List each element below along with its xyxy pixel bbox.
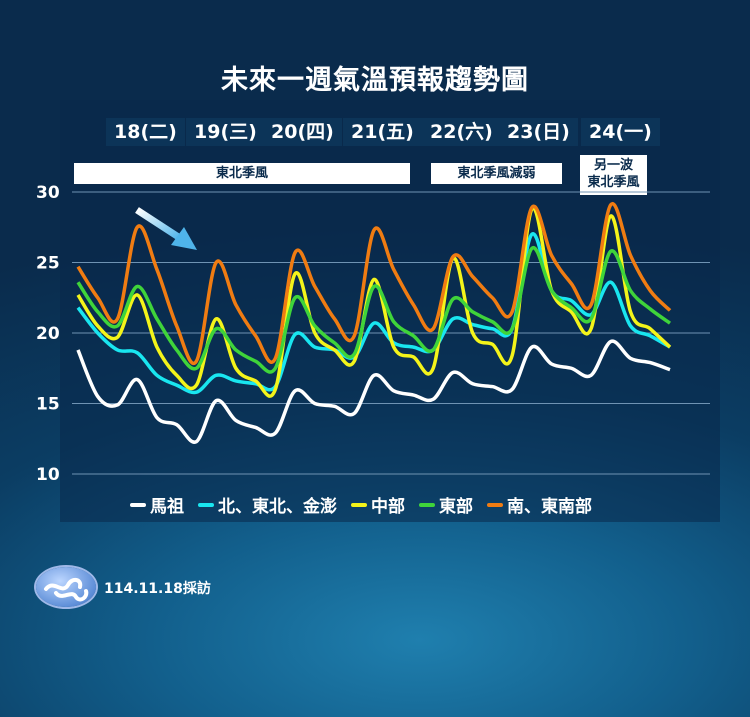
band-line: 另一波 — [593, 158, 633, 173]
day-label: 21(五) — [343, 118, 422, 146]
legend-item: 馬祖 — [130, 492, 184, 517]
day-label: 18(二) — [106, 118, 185, 146]
y-tick-label: 30 — [36, 183, 60, 203]
legend-item: 中部 — [351, 492, 405, 517]
day-label: 24(一) — [581, 118, 660, 146]
band-monsoon-weakening: 東北季風減弱 — [431, 163, 562, 184]
interview-date: 114.11.18採訪 — [104, 581, 211, 597]
day-label: 23(日) — [499, 118, 578, 146]
y-tick-label: 10 — [36, 465, 60, 485]
cwa-logo — [36, 567, 96, 607]
legend-item: 北、東北、金澎 — [198, 492, 337, 517]
legend-label: 馬祖 — [150, 497, 184, 517]
day-label: 22(六) — [422, 118, 501, 146]
band-another-monsoon: 另一波 東北季風 — [580, 155, 647, 195]
legend: 馬祖 北、東北、金澎 中部 東部 南、東南部 — [130, 492, 592, 517]
day-label: 20(四) — [263, 118, 342, 146]
band-northeast-monsoon: 東北季風 — [74, 163, 410, 184]
legend-label: 東部 — [439, 497, 473, 517]
legend-swatch — [487, 502, 503, 507]
series-line-北、東北、金澎 — [76, 232, 671, 395]
legend-item: 東部 — [419, 492, 473, 517]
series-line-馬祖 — [76, 339, 671, 444]
legend-label: 北、東北、金澎 — [218, 497, 337, 517]
legend-swatch — [198, 502, 214, 507]
y-tick-label: 20 — [36, 324, 60, 344]
legend-item: 南、東南部 — [487, 492, 592, 517]
legend-label: 南、東南部 — [507, 497, 592, 517]
legend-swatch — [130, 502, 146, 507]
series-line-南、東南部 — [76, 202, 672, 366]
y-tick-label: 15 — [36, 395, 60, 415]
y-tick-label: 25 — [36, 254, 60, 274]
arrow-icon — [135, 207, 197, 250]
legend-swatch — [351, 502, 367, 507]
series-line-東部 — [76, 246, 672, 374]
chart-title: 未來一週氣溫預報趨勢圖 — [221, 65, 529, 96]
day-label: 19(三) — [186, 118, 265, 146]
legend-swatch — [419, 502, 435, 507]
legend-label: 中部 — [371, 497, 405, 517]
band-line: 東北季風 — [587, 175, 640, 190]
series-line-中部 — [76, 206, 672, 398]
